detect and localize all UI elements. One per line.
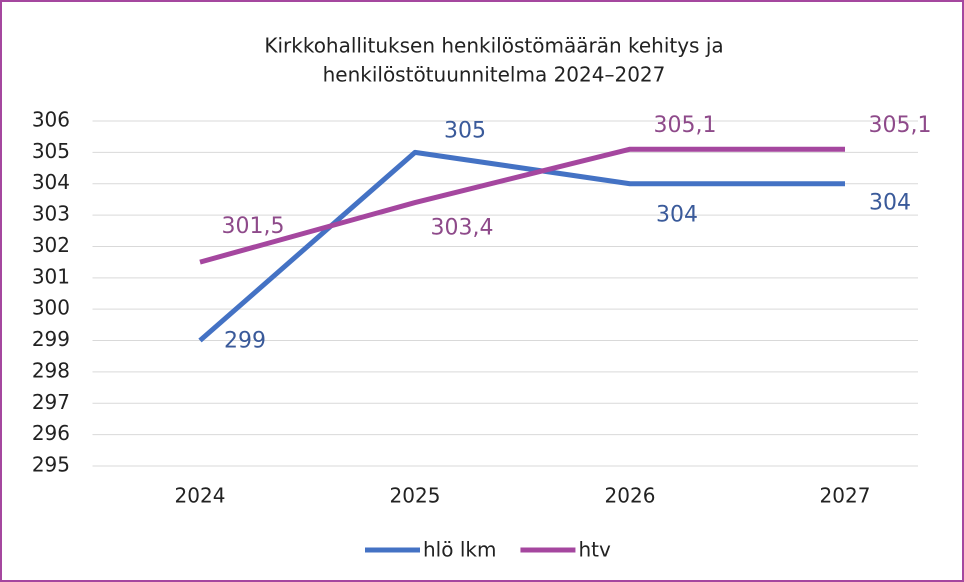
y-tick-label: 300 — [32, 296, 70, 320]
x-tick-label: 2025 — [390, 484, 441, 508]
y-tick-label: 304 — [32, 170, 70, 194]
y-tick-label: 295 — [32, 453, 70, 477]
y-tick-label: 299 — [32, 327, 70, 351]
x-tick-label: 2024 — [175, 484, 226, 508]
series-line — [199, 146, 845, 265]
data-label: 305 — [444, 118, 486, 143]
data-label: 301,5 — [222, 214, 285, 239]
data-label: 305,1 — [654, 113, 717, 138]
x-tick-label: 2027 — [820, 484, 871, 508]
chart-title: Kirkkohallituksen henkilöstömäärän kehit… — [264, 34, 723, 58]
data-label: 304 — [656, 203, 698, 228]
y-tick-label: 306 — [32, 108, 70, 132]
data-label: 305,1 — [869, 113, 932, 138]
data-label: 299 — [224, 329, 266, 354]
y-tick-label: 301 — [32, 264, 70, 288]
y-tick-label: 297 — [32, 390, 70, 414]
chart-title: henkilöstötuunnitelma 2024–2027 — [323, 63, 666, 87]
y-tick-label: 298 — [32, 358, 70, 382]
y-tick-label: 305 — [32, 139, 70, 163]
legend-label: htv — [578, 538, 611, 562]
data-label: 304 — [869, 191, 911, 216]
data-label: 303,4 — [431, 216, 494, 241]
legend-label: hlö lkm — [423, 538, 496, 562]
y-tick-label: 303 — [32, 202, 70, 226]
y-tick-label: 296 — [32, 421, 70, 445]
series-line — [198, 149, 845, 343]
y-tick-label: 302 — [32, 233, 70, 257]
x-tick-label: 2026 — [605, 484, 656, 508]
